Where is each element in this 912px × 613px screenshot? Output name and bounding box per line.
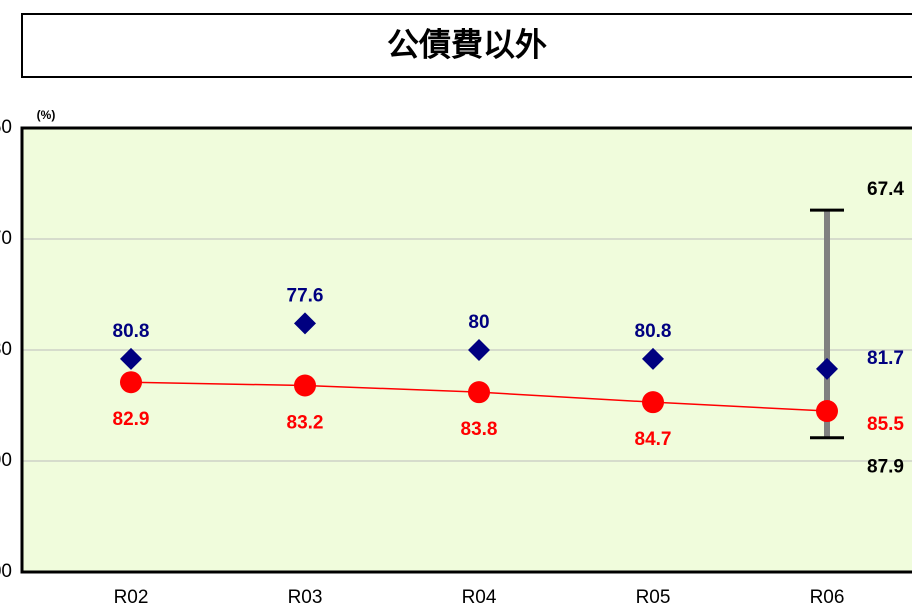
x-tick-label: R04 [462,587,497,608]
value-label: 80 [468,312,489,333]
circle-marker [642,391,664,414]
diamond-marker [120,347,142,370]
value-label: 80.8 [635,321,672,342]
diamond-marker [642,347,664,370]
circle-marker [294,374,316,397]
value-label: 83.8 [461,419,498,440]
x-tick-label: R05 [636,587,671,608]
value-label: 82.9 [113,409,150,430]
value-label: 80.8 [113,321,150,342]
chart-title: 公債費以外 [387,26,547,62]
y-unit: (%) [37,108,56,122]
value-label: 85.5 [867,414,904,435]
value-label: 84.7 [635,429,672,450]
diamond-marker [294,312,316,335]
range-label: 67.4 [867,179,904,200]
value-label: 83.2 [287,413,324,434]
y-tick-label: 80 [0,339,12,360]
diamond-marker [468,339,490,361]
y-tick-label: 70 [0,228,12,249]
x-tick-label: R03 [288,587,323,608]
diamond-marker [816,357,838,380]
range-label: 87.9 [867,457,904,478]
circle-marker [816,400,838,423]
x-tick-label: R02 [114,587,149,608]
x-tick-label: R06 [810,587,845,608]
value-label: 81.7 [867,348,904,369]
circle-marker [120,371,142,394]
title-box [21,13,912,78]
y-tick-label: 60 [0,117,12,138]
circle-marker [468,381,490,404]
y-tick-label: 90 [0,450,12,471]
value-label: 77.6 [287,285,324,306]
y-tick-label: 100 [0,561,12,582]
plot-border [20,126,912,574]
